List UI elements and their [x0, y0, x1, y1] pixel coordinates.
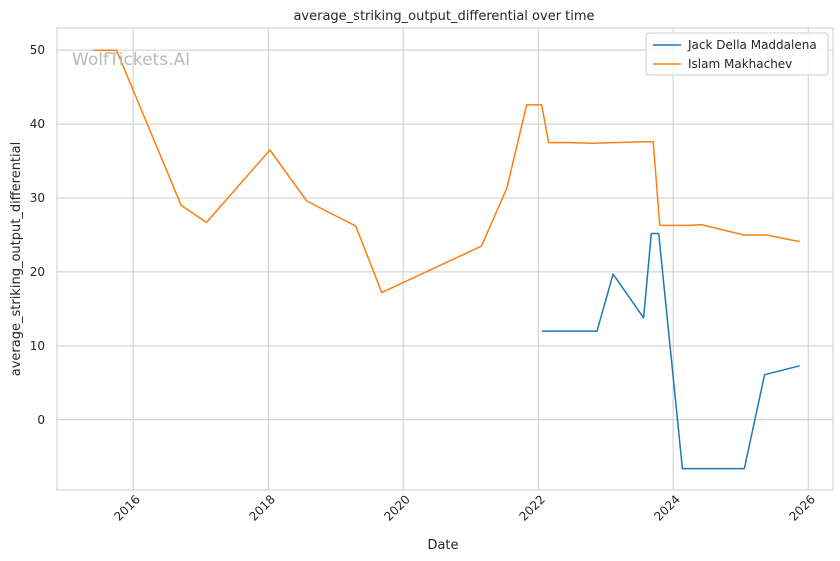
legend: Jack Della Maddalena Islam Makhachev [645, 32, 829, 76]
series-layer [93, 49, 800, 470]
grid-lines [57, 28, 833, 490]
legend-box [645, 32, 829, 76]
x-axis-label: Date [427, 538, 458, 553]
y-tick-label: 40 [30, 117, 45, 131]
plot-area [57, 28, 833, 490]
y-tick-label: 10 [30, 339, 45, 353]
y-axis-label: average_striking_output_differential [9, 142, 24, 376]
y-axis-ticks: 0 10 20 30 40 50 [30, 43, 45, 427]
plot-frame [56, 27, 834, 491]
y-tick-label: 30 [30, 191, 45, 205]
series-line-jack-della-maddalena [541, 232, 800, 470]
watermark-text: WolfTickets.AI [72, 50, 190, 70]
y-tick-label: 0 [37, 413, 45, 427]
chart-title: average_striking_output_differential ove… [293, 9, 594, 24]
y-tick-label: 50 [30, 43, 45, 57]
y-tick-label: 20 [30, 265, 45, 279]
legend-label-islam-makhachev: Islam Makhachev [688, 57, 792, 71]
series-line-islam-makhachev [93, 49, 800, 294]
legend-label-jack-della-maddalena: Jack Della Maddalena [687, 38, 817, 52]
